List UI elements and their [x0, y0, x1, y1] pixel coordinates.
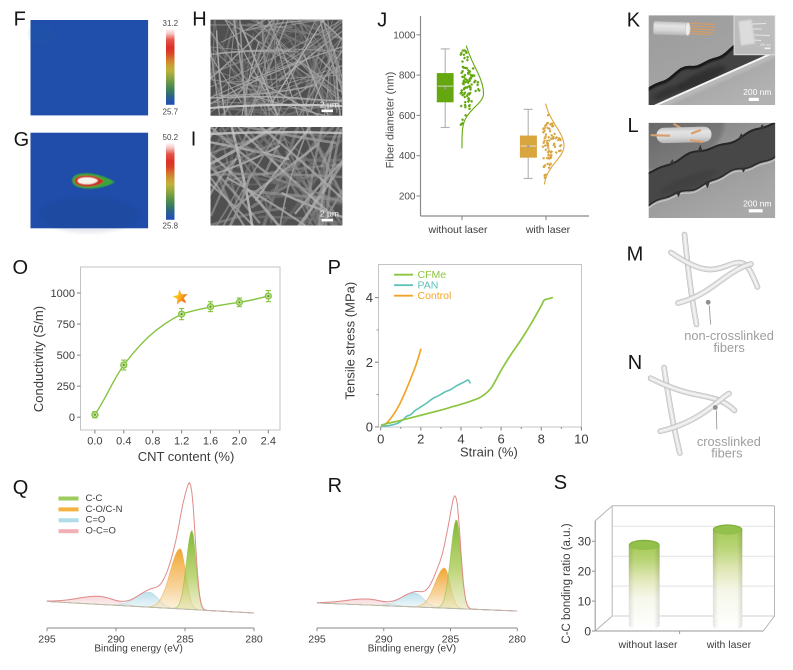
svg-text:200 nm: 200 nm: [743, 199, 771, 209]
svg-text:750: 750: [57, 319, 75, 331]
svg-text:0: 0: [366, 420, 373, 435]
svg-text:31.2: 31.2: [163, 19, 179, 28]
svg-text:N: N: [628, 352, 642, 374]
svg-text:F: F: [14, 9, 26, 31]
svg-text:PAN: PAN: [418, 280, 439, 292]
svg-text:with laser: with laser: [706, 639, 752, 651]
svg-text:50.2: 50.2: [163, 133, 179, 142]
svg-text:2: 2: [366, 355, 373, 370]
svg-text:0: 0: [377, 432, 384, 447]
svg-text:250: 250: [57, 381, 75, 393]
svg-text:25.7: 25.7: [163, 108, 179, 117]
svg-text:Control: Control: [418, 290, 452, 302]
svg-text:2: 2: [417, 432, 424, 447]
svg-text:0.4: 0.4: [116, 435, 131, 447]
svg-text:CFMe: CFMe: [418, 269, 447, 281]
svg-text:6: 6: [497, 432, 504, 447]
svg-text:400: 400: [399, 151, 416, 162]
svg-text:30: 30: [578, 535, 592, 549]
svg-text:285: 285: [176, 634, 194, 646]
svg-text:S: S: [554, 472, 567, 494]
svg-text:10: 10: [578, 594, 592, 608]
svg-text:800: 800: [399, 71, 416, 82]
svg-text:C=O: C=O: [86, 515, 106, 526]
svg-text:fibers: fibers: [711, 446, 742, 461]
svg-text:2.0: 2.0: [232, 435, 247, 447]
svg-text:2.4: 2.4: [261, 435, 276, 447]
svg-text:G: G: [14, 129, 30, 151]
svg-text:H: H: [192, 9, 206, 31]
svg-text:fibers: fibers: [713, 340, 744, 355]
svg-text:without laser: without laser: [428, 224, 488, 236]
svg-text:295: 295: [308, 634, 326, 646]
svg-text:without laser: without laser: [618, 639, 678, 651]
svg-text:M: M: [627, 244, 644, 266]
svg-text:0.8: 0.8: [145, 435, 160, 447]
svg-text:1.2: 1.2: [174, 435, 189, 447]
svg-text:25.8: 25.8: [163, 222, 179, 231]
svg-text:2 µm: 2 µm: [320, 209, 339, 219]
svg-text:200 nm: 200 nm: [743, 87, 771, 97]
svg-text:0: 0: [69, 412, 75, 424]
svg-text:I: I: [191, 128, 197, 150]
svg-text:Binding energy (eV): Binding energy (eV): [368, 643, 456, 654]
svg-text:2 µm: 2 µm: [320, 100, 339, 110]
svg-text:CNT content (%): CNT content (%): [138, 449, 235, 464]
svg-text:1000: 1000: [393, 30, 416, 41]
svg-text:Binding energy (eV): Binding energy (eV): [94, 643, 182, 654]
svg-text:200 nm: 200 nm: [760, 43, 771, 47]
svg-text:10: 10: [574, 432, 588, 447]
svg-text:P: P: [328, 257, 341, 279]
svg-text:Tensile stress (MPa): Tensile stress (MPa): [343, 282, 358, 400]
svg-text:Fiber diameter (nm): Fiber diameter (nm): [385, 72, 397, 169]
svg-text:with laser: with laser: [525, 224, 571, 236]
svg-text:290: 290: [107, 634, 125, 646]
svg-text:J: J: [377, 10, 387, 32]
svg-text:O: O: [13, 257, 29, 279]
svg-text:C-O/C-N: C-O/C-N: [86, 504, 123, 515]
svg-text:crosslinked: crosslinked: [697, 434, 761, 449]
svg-text:K: K: [627, 10, 641, 32]
svg-text:C-C: C-C: [86, 493, 103, 504]
svg-text:4: 4: [457, 432, 464, 447]
svg-text:20: 20: [578, 565, 592, 579]
svg-text:500: 500: [57, 350, 75, 362]
svg-text:8: 8: [538, 432, 545, 447]
svg-text:non-crosslinked: non-crosslinked: [684, 328, 774, 343]
svg-text:Strain (%): Strain (%): [460, 444, 518, 459]
svg-text:295: 295: [38, 634, 56, 646]
svg-text:L: L: [628, 115, 639, 137]
svg-text:1000: 1000: [51, 288, 75, 300]
svg-text:285: 285: [442, 634, 460, 646]
svg-text:Conductivity (S/m): Conductivity (S/m): [31, 306, 46, 412]
svg-text:290: 290: [375, 634, 393, 646]
svg-text:C-C bonding ratio (a.u.): C-C bonding ratio (a.u.): [561, 523, 573, 643]
svg-text:280: 280: [508, 634, 526, 646]
svg-text:4: 4: [366, 290, 373, 305]
svg-text:R: R: [328, 475, 342, 497]
svg-text:0.0: 0.0: [87, 435, 102, 447]
svg-text:1.6: 1.6: [203, 435, 218, 447]
svg-text:600: 600: [399, 111, 416, 122]
svg-text:0: 0: [584, 624, 591, 638]
svg-text:280: 280: [245, 634, 263, 646]
svg-text:200: 200: [399, 192, 416, 203]
svg-text:O-C=O: O-C=O: [86, 526, 116, 537]
svg-text:Q: Q: [13, 477, 29, 499]
